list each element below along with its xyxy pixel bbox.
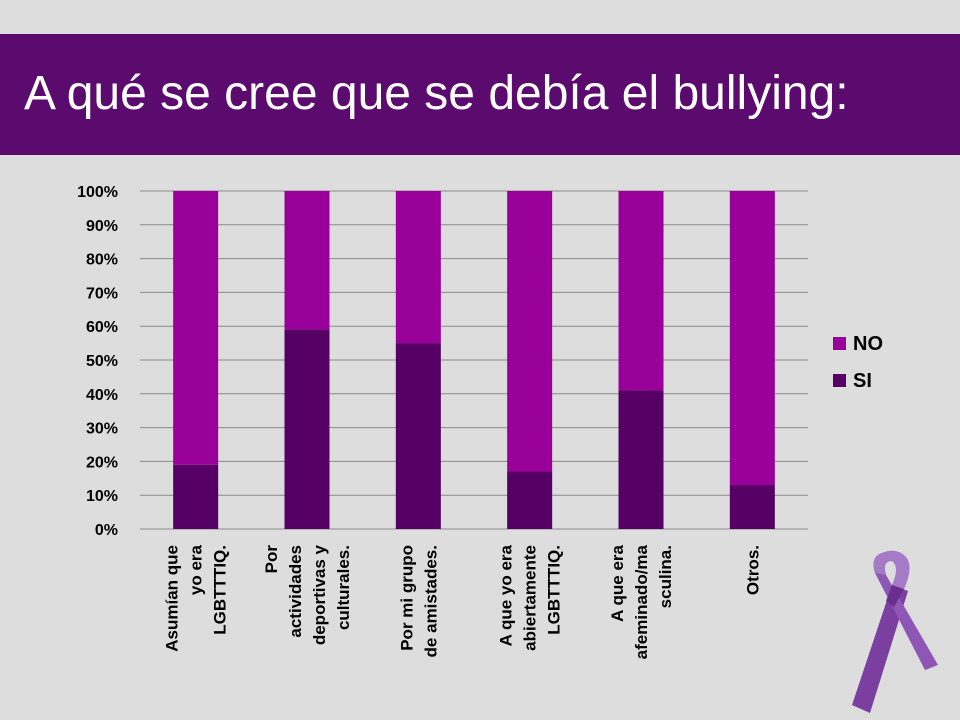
legend-label-no: NO xyxy=(853,333,883,355)
x-category-label: A que yo era abiertamente LGBTTTIQ. xyxy=(497,544,564,650)
legend-swatch-si xyxy=(833,374,846,387)
y-tick-label: 10% xyxy=(86,488,118,505)
y-tick-label: 100% xyxy=(77,184,118,201)
x-category-label: Por mi grupo de amistades. xyxy=(397,545,440,657)
bar-si xyxy=(618,390,664,529)
bar-no xyxy=(395,191,441,344)
bar-si xyxy=(395,343,441,529)
x-axis-labels: Asumían que yo era LGBTTTIQ. Por actividades… xyxy=(163,544,763,659)
bar-no xyxy=(618,191,664,391)
bar-si xyxy=(507,471,553,529)
y-tick-label: 20% xyxy=(86,454,118,471)
y-tick-label: 60% xyxy=(86,319,118,336)
x-category-label: Por actividades deportivas y culturales. xyxy=(262,544,353,645)
y-axis-ticks: 0% 10% 20% 30% 40% 50% 60% 70% 80% 90% 100% xyxy=(77,184,118,539)
legend-swatch-no xyxy=(833,337,846,350)
awareness-ribbon-icon xyxy=(852,550,938,713)
bars xyxy=(173,191,775,529)
y-tick-label: 0% xyxy=(95,522,118,539)
bar-no xyxy=(284,191,330,330)
title-band xyxy=(0,34,960,155)
x-category-label: Otros. xyxy=(743,545,762,595)
y-tick-label: 40% xyxy=(86,387,118,404)
y-tick-label: 80% xyxy=(86,252,118,269)
slide-title: A qué se cree que se debía el bullying: xyxy=(24,67,849,120)
bar-si xyxy=(173,464,219,529)
gridlines xyxy=(140,190,808,530)
bar-no xyxy=(173,191,219,465)
svg-text:Otros.: Otros. xyxy=(743,545,762,595)
bar-no xyxy=(729,191,775,486)
y-tick-label: 90% xyxy=(86,218,118,235)
bar-no xyxy=(507,191,553,472)
y-tick-label: 70% xyxy=(86,285,118,302)
x-category-label: Asumían que yo era LGBTTTIQ. xyxy=(163,544,230,651)
bar-si xyxy=(729,485,775,529)
x-category-label: A que era afeminado/ma sculina. xyxy=(608,544,675,659)
legend-label-si: SI xyxy=(853,370,872,392)
bar-si xyxy=(284,329,330,529)
y-tick-label: 50% xyxy=(86,353,118,370)
y-tick-label: 30% xyxy=(86,421,118,438)
legend: NO SI xyxy=(833,333,883,392)
